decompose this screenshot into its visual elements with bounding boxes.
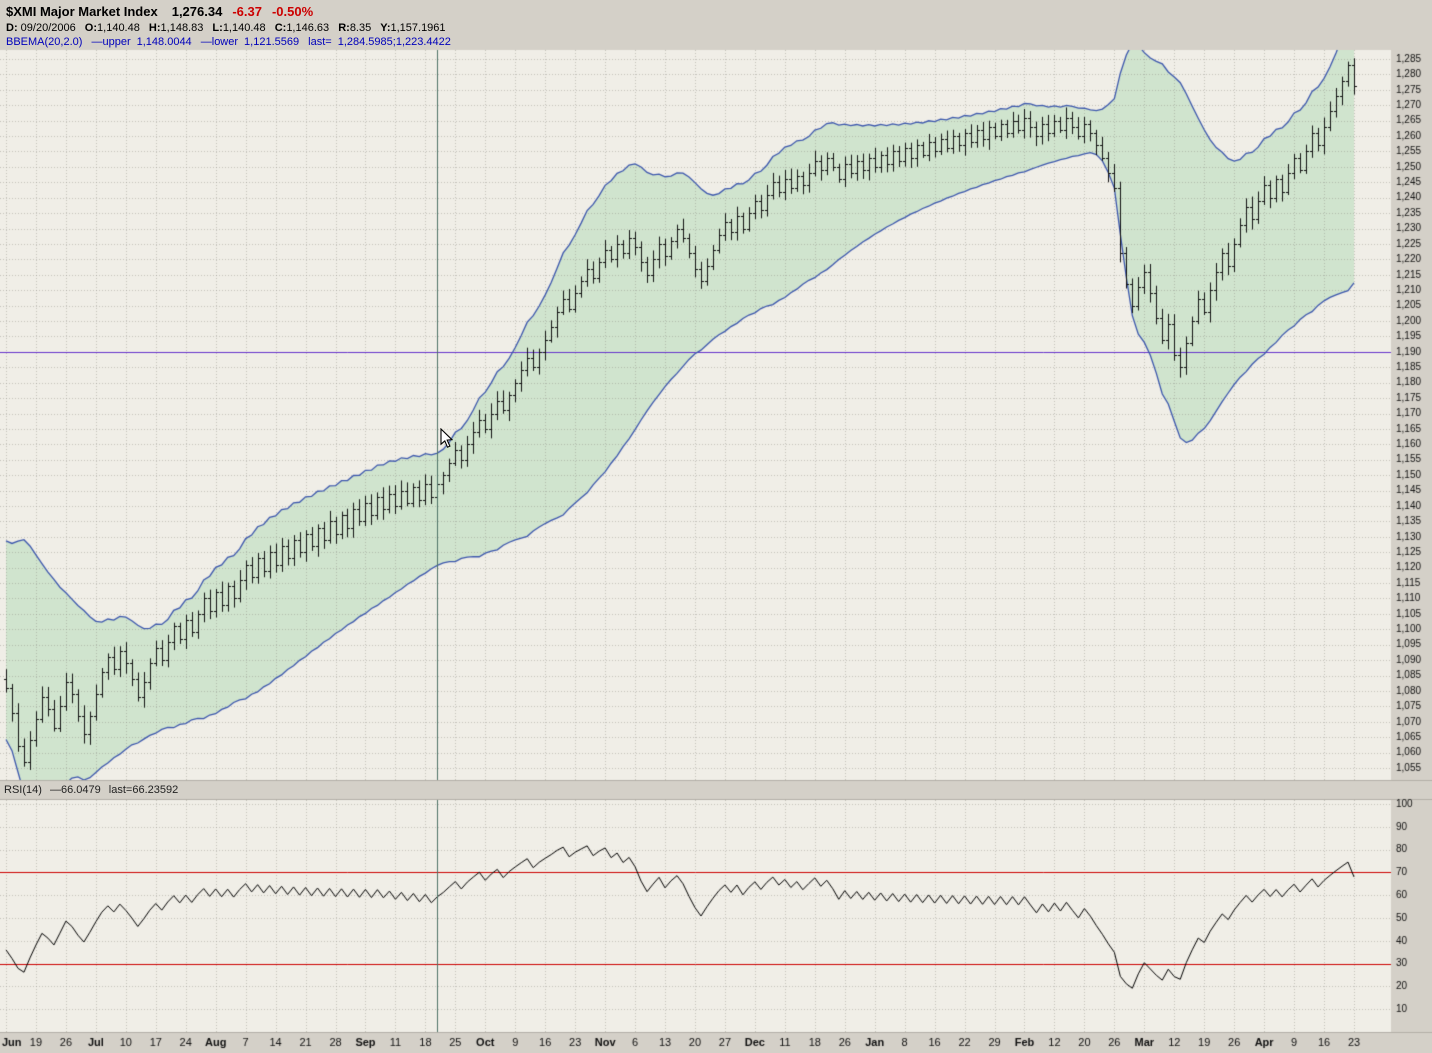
low-value: 1,140.48 [222,22,266,34]
range-label: R: [338,22,350,34]
band-upper-legend: —upper [91,36,131,48]
open-label: O: [84,22,98,34]
arrow-cursor-icon [440,427,454,448]
close-value: 1,146.63 [286,22,330,34]
open-value: 1,140.48 [97,22,140,34]
band-upper-value: 1,148.0044 [136,36,192,48]
close-label: C: [274,22,287,34]
rsi-name: RSI(14) [4,784,42,796]
range-value: 8.35 [349,22,372,34]
high-value: 1,148.83 [160,22,204,34]
y-value: 1,157.1961 [390,22,446,34]
date-value: 09/20/2006 [20,22,76,34]
title-row: $XMI Major Market Index 1,276.34 -6.37 -0.5… [6,4,451,19]
band-lower-value: 1,121.5569 [244,36,300,48]
low-label: L: [212,22,223,34]
band-lower-legend: —lower [200,36,239,48]
band-last-value: 1,284.5985;1,223.4422 [337,36,451,48]
date-label: D: [6,22,18,34]
price-change: -6.37 [232,4,262,19]
chart-header: $XMI Major Market Index 1,276.34 -6.37 -0.5… [6,4,451,48]
last-price: 1,276.34 [171,4,223,19]
rsi-last: last=66.23592 [108,784,179,796]
mouse-cursor [440,427,454,454]
symbol-title: $XMI Major Market Index [6,4,158,19]
rsi-value: —66.0479 [49,784,101,796]
high-label: H: [148,22,161,34]
price-change-pct: -0.50% [271,4,314,19]
y-label: Y: [380,22,391,34]
rsi-panel-header: RSI(14) —66.0479 last=66.23592 [4,784,178,796]
band-last-label: last= [308,36,332,48]
quote-row: D: 09/20/2006 O:1,140.48 H:1,148.83 L:1,… [6,22,451,34]
indicator-row: BBEMA(20,2.0) —upper 1,148.0044 —lower 1,1… [6,36,451,48]
indicator-name: BBEMA(20,2.0) [6,36,83,48]
